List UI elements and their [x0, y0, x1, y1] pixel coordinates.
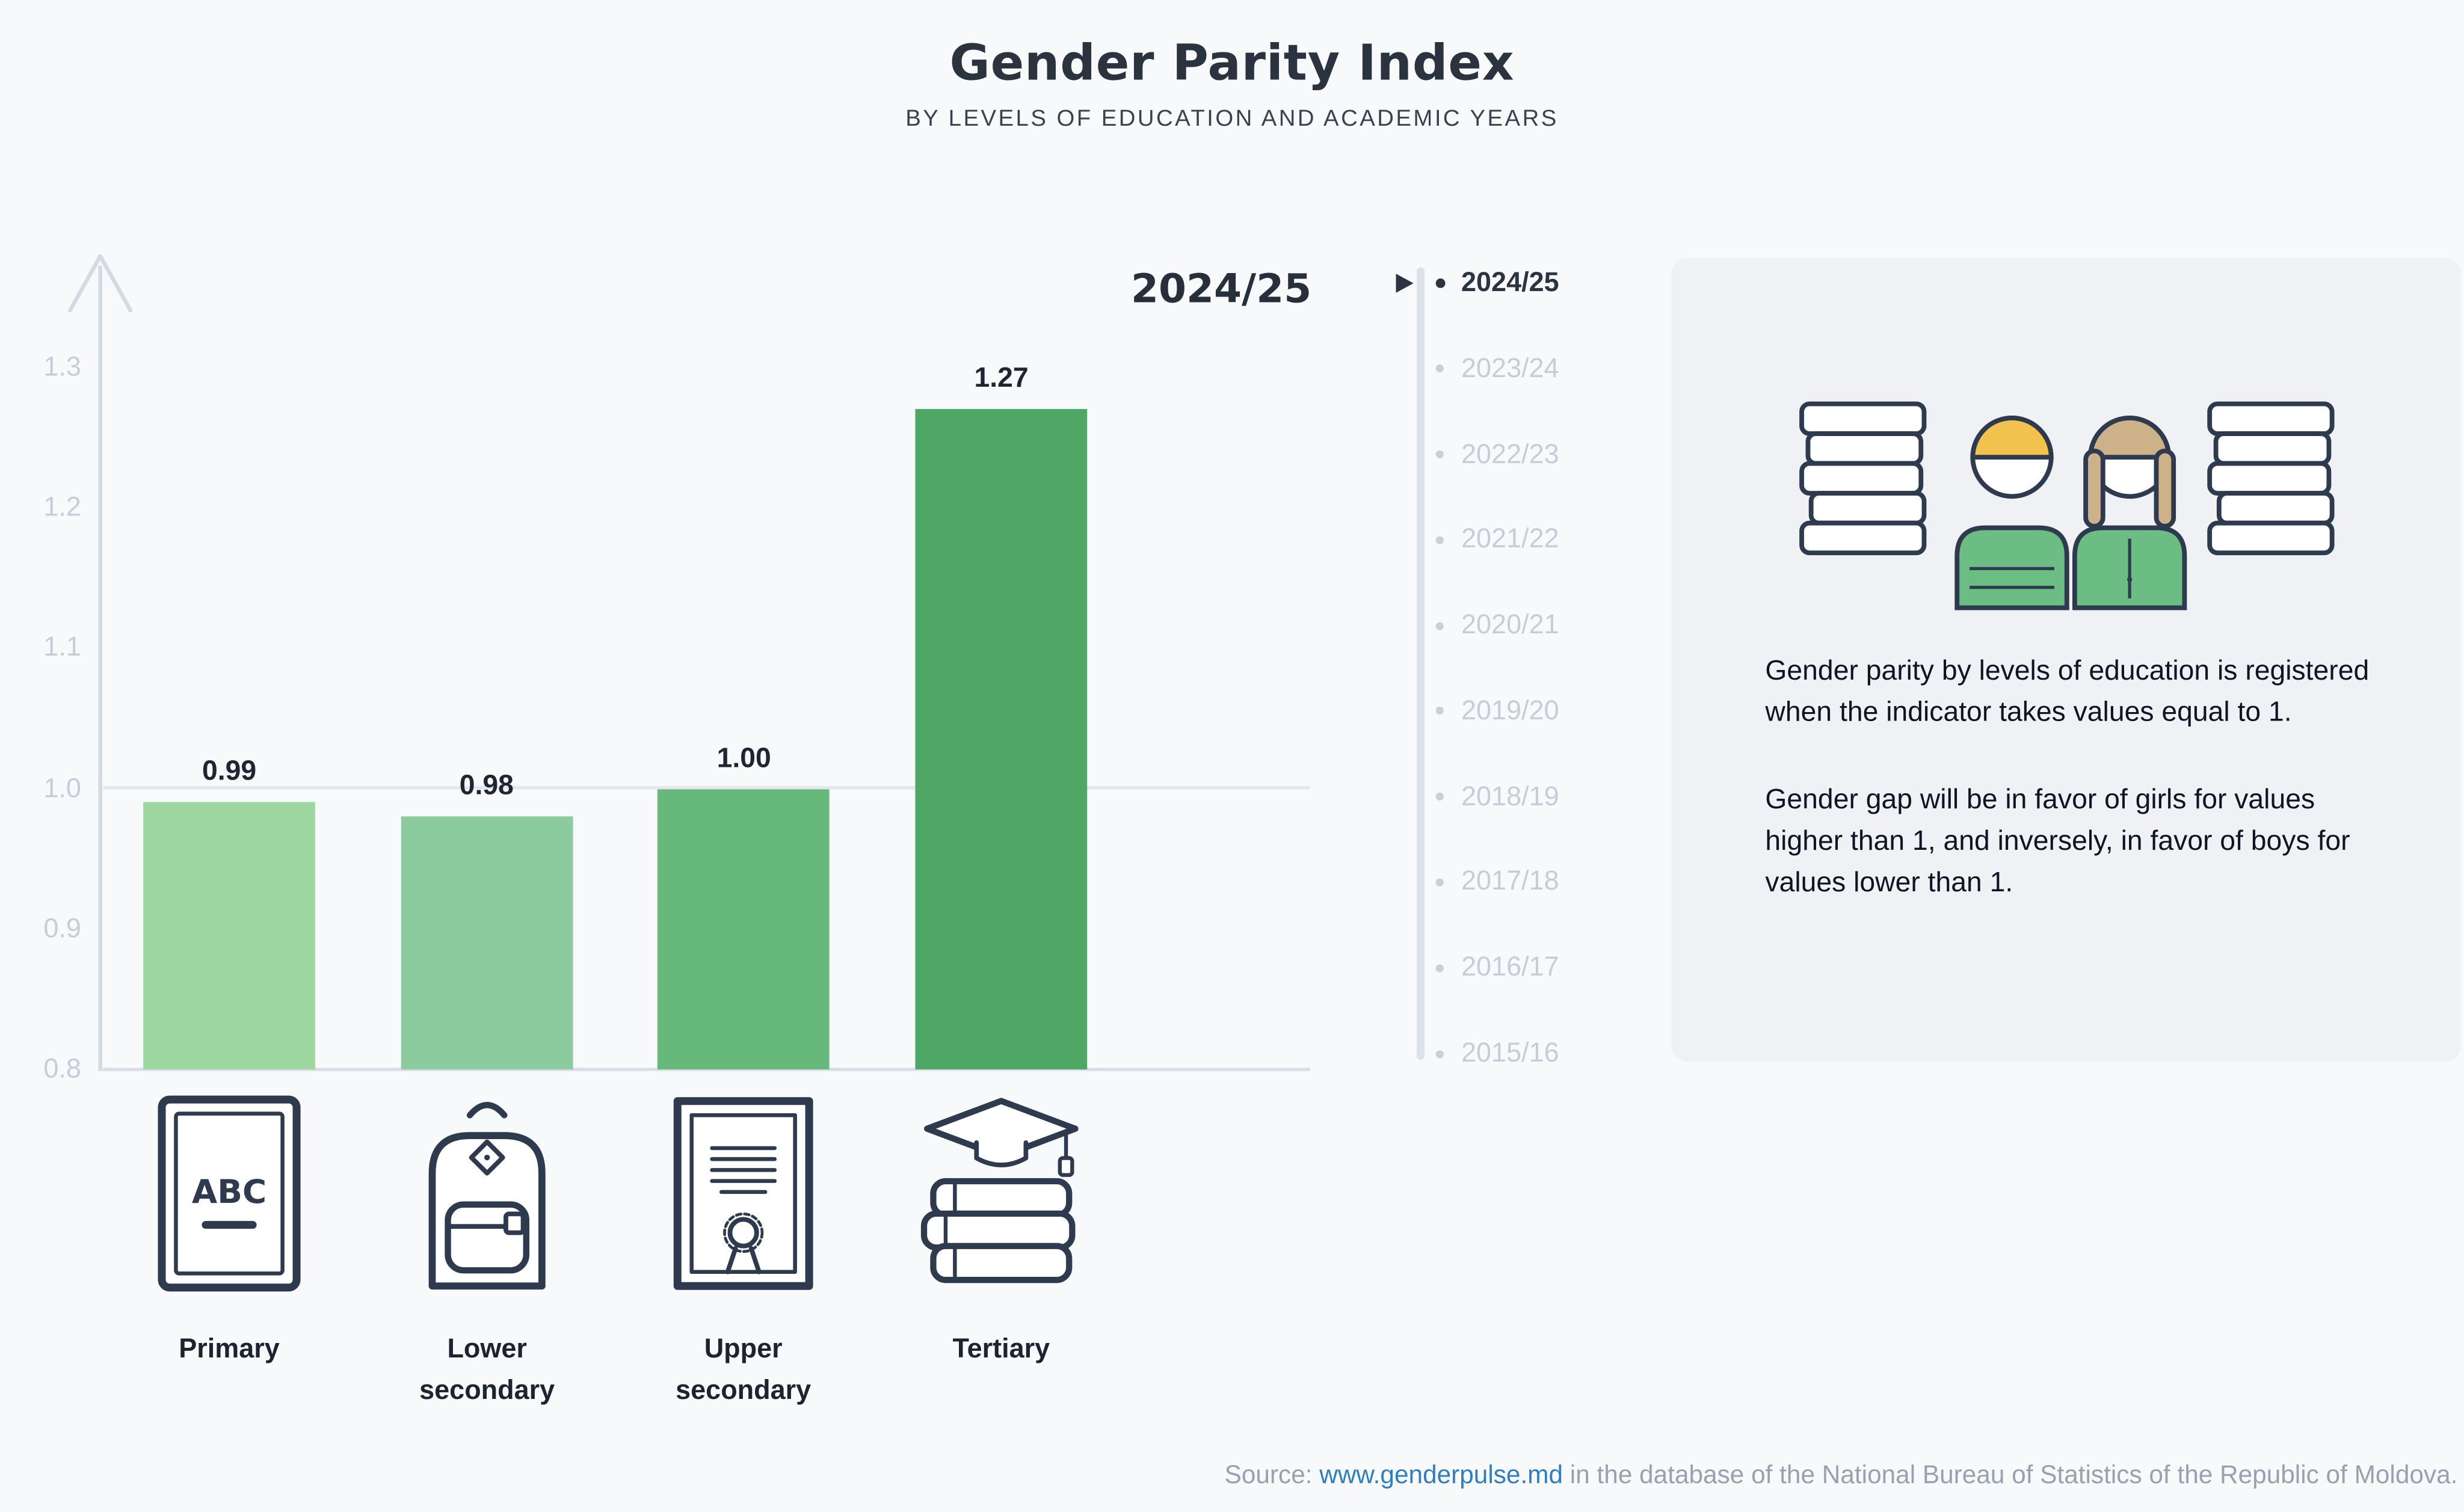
category-label: Upper secondary — [676, 1333, 812, 1405]
boy-figure — [1954, 416, 2069, 610]
timeline-year-label: 2022/23 — [1461, 438, 1559, 469]
y-axis-tick-label: 1.3 — [43, 351, 81, 383]
svg-text:ABC: ABC — [192, 1172, 266, 1211]
timeline-dot-icon — [1435, 450, 1444, 459]
timeline-year-label: 2016/17 — [1461, 951, 1559, 983]
timeline-dot-icon — [1435, 963, 1444, 973]
timeline-dot-icon — [1435, 536, 1444, 544]
bar-upper-secondary[interactable] — [658, 788, 830, 1070]
plot-area: 0.8 0.9 1.0 1.1 1.2 1.3 0.99 0.98 1.00 1.27 — [43, 247, 1310, 1084]
info-paragraph-2: Gender gap will be in favor of girls for… — [1765, 782, 2350, 898]
category-label: Tertiary — [952, 1333, 1050, 1364]
info-text: Gender parity by levels of education is … — [1765, 650, 2398, 903]
y-axis-arrow-icon — [68, 254, 133, 1071]
y-axis-tick-label: 1.2 — [43, 492, 81, 523]
page-title: Gender Parity Index — [949, 35, 1515, 93]
category-primary: ABC Primary — [110, 1092, 349, 1369]
timeline-year-2015-16[interactable]: 2015/16 — [1394, 1036, 1649, 1071]
backpack-icon — [428, 1102, 546, 1290]
timeline-slider[interactable]: 2024/25 2023/24 2022/23 2021/22 2020/21 2019/… — [1394, 258, 1649, 1079]
timeline-track[interactable] — [1416, 267, 1425, 1060]
info-panel: Gender parity by levels of education is … — [1671, 257, 2461, 1062]
diploma-icon — [673, 1097, 813, 1290]
category-label: Primary — [179, 1333, 280, 1364]
y-axis-tick-label: 1.0 — [43, 772, 81, 804]
source-link[interactable]: www.genderpulse.md — [1319, 1462, 1563, 1490]
page-subtitle: BY LEVELS OF EDUCATION AND ACADEMIC YEAR… — [905, 106, 1559, 132]
bar-tertiary[interactable] — [915, 410, 1088, 1070]
x-axis-line — [100, 1068, 1310, 1071]
timeline-year-2018-19[interactable]: 2018/19 — [1394, 779, 1649, 814]
timeline-dot-icon — [1435, 364, 1444, 373]
y-axis-tick-label: 0.9 — [43, 913, 81, 944]
timeline-year-2021-22[interactable]: 2021/22 — [1394, 523, 1649, 558]
source-suffix: in the database of the National Bureau o… — [1563, 1462, 2458, 1490]
timeline-year-label: 2021/22 — [1461, 524, 1559, 555]
students-and-books-illustration — [1799, 401, 2335, 610]
timeline-dot-icon — [1435, 793, 1444, 801]
girl-figure — [2072, 416, 2187, 610]
bar-lower-secondary[interactable] — [400, 817, 573, 1070]
bar-value-label: 1.27 — [974, 361, 1029, 394]
timeline-year-label: 2018/19 — [1461, 781, 1559, 811]
bar-primary[interactable] — [143, 802, 315, 1070]
timeline-year-2017-18[interactable]: 2017/18 — [1394, 865, 1649, 900]
bar-value-label: 0.99 — [202, 755, 257, 787]
timeline-year-label: 2023/24 — [1461, 352, 1559, 384]
books-graduation-cap-icon — [920, 1098, 1079, 1283]
timeline-year-2024-25[interactable]: 2024/25 — [1394, 266, 1649, 301]
category-tertiary: Tertiary — [882, 1092, 1121, 1369]
right-book-stack — [2207, 401, 2335, 556]
timeline-year-2020-21[interactable]: 2020/21 — [1394, 608, 1649, 643]
y-axis-tick-label: 1.1 — [43, 632, 81, 663]
selected-year-label: 2024/25 — [1130, 265, 1312, 312]
info-paragraph-1: Gender parity by levels of education is … — [1765, 654, 2370, 728]
bar-value-label: 1.00 — [716, 741, 771, 773]
category-upper-secondary: Upper secondary — [624, 1092, 863, 1410]
timeline-year-label: 2024/25 — [1461, 267, 1559, 298]
bar-value-label: 0.98 — [459, 769, 514, 801]
timeline-dot-icon — [1435, 278, 1446, 288]
parity-reference-line — [103, 785, 1310, 789]
source-footer: Source: www.genderpulse.md in the databa… — [0, 1462, 2458, 1492]
timeline-year-2019-20[interactable]: 2019/20 — [1394, 693, 1649, 728]
category-label: Lower secondary — [419, 1333, 555, 1405]
timeline-year-label: 2015/16 — [1461, 1037, 1559, 1068]
timeline-dot-icon — [1435, 878, 1444, 887]
source-prefix: Source: — [1224, 1462, 1320, 1490]
timeline-dot-icon — [1435, 1049, 1444, 1058]
timeline-dot-icon — [1435, 621, 1444, 630]
category-lower-secondary: Lower secondary — [368, 1092, 606, 1410]
left-book-stack — [1799, 401, 1927, 556]
timeline-year-2022-23[interactable]: 2022/23 — [1394, 437, 1649, 472]
timeline-year-label: 2017/18 — [1461, 866, 1559, 897]
timeline-year-2023-24[interactable]: 2023/24 — [1394, 351, 1649, 386]
timeline-year-label: 2019/20 — [1461, 695, 1559, 726]
timeline-year-2016-17[interactable]: 2016/17 — [1394, 950, 1649, 985]
abc-book-icon: ABC — [158, 1095, 301, 1292]
y-axis-tick-label: 0.8 — [43, 1053, 81, 1084]
timeline-dot-icon — [1435, 707, 1444, 716]
timeline-year-label: 2020/21 — [1461, 609, 1559, 640]
header: Gender Parity Index BY LEVELS OF EDUCATI… — [0, 35, 2464, 132]
timeline-selected-arrow-icon — [1396, 274, 1414, 293]
